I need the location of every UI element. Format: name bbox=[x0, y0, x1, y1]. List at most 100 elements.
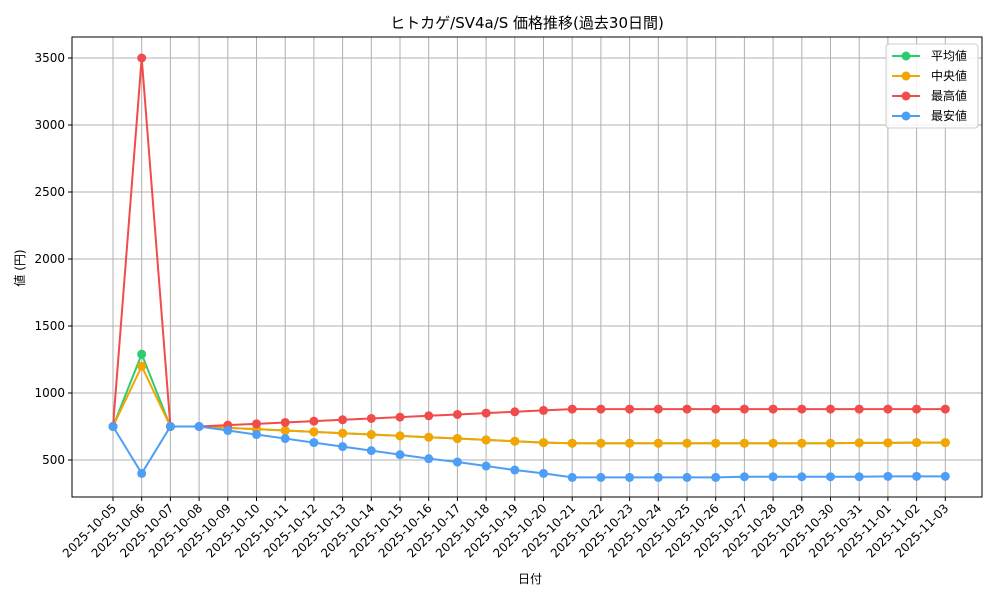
legend-marker bbox=[901, 111, 911, 121]
data-point bbox=[366, 413, 376, 423]
data-point bbox=[395, 431, 405, 441]
data-point bbox=[625, 472, 635, 482]
data-point bbox=[653, 472, 663, 482]
data-point bbox=[481, 461, 491, 471]
data-point bbox=[912, 438, 922, 448]
data-point bbox=[768, 438, 778, 448]
data-point bbox=[711, 472, 721, 482]
data-point bbox=[940, 438, 950, 448]
data-point bbox=[452, 409, 462, 419]
data-point bbox=[309, 438, 319, 448]
data-point bbox=[539, 468, 548, 478]
data-point bbox=[711, 438, 721, 448]
data-point bbox=[510, 465, 520, 475]
series-lines bbox=[108, 53, 950, 482]
data-point bbox=[567, 404, 577, 414]
y-tick-label: 1500 bbox=[34, 319, 65, 333]
data-point bbox=[338, 428, 348, 438]
data-point bbox=[309, 427, 319, 437]
series-1 bbox=[108, 361, 950, 448]
data-point bbox=[452, 434, 462, 444]
legend-label: 平均値 bbox=[931, 48, 967, 63]
data-point bbox=[912, 471, 922, 481]
data-point bbox=[567, 472, 577, 482]
data-point bbox=[395, 450, 405, 460]
data-point bbox=[481, 408, 491, 418]
data-point bbox=[596, 438, 606, 448]
y-axis-label: 値 (円) bbox=[12, 249, 27, 286]
data-point bbox=[682, 472, 692, 482]
data-point bbox=[711, 404, 721, 414]
y-tick-label: 1000 bbox=[34, 386, 65, 400]
data-point bbox=[424, 411, 434, 421]
data-point bbox=[883, 438, 893, 448]
y-tick-label: 3000 bbox=[34, 118, 65, 132]
data-point bbox=[424, 432, 434, 442]
data-point bbox=[854, 438, 864, 448]
data-point bbox=[567, 438, 577, 448]
data-point bbox=[366, 430, 376, 440]
data-point bbox=[883, 404, 893, 414]
data-point bbox=[940, 471, 950, 481]
data-point bbox=[539, 405, 548, 415]
data-point bbox=[223, 426, 233, 436]
y-tick-label: 2500 bbox=[34, 185, 65, 199]
data-point bbox=[137, 361, 147, 371]
plot-frame bbox=[71, 36, 983, 498]
data-point bbox=[309, 416, 319, 426]
data-point bbox=[280, 426, 290, 436]
data-point bbox=[252, 430, 261, 440]
data-point bbox=[137, 349, 147, 359]
data-point bbox=[366, 446, 376, 456]
data-point bbox=[912, 404, 922, 414]
data-point bbox=[424, 454, 434, 464]
data-point bbox=[653, 404, 663, 414]
data-point bbox=[194, 422, 204, 431]
data-point bbox=[596, 472, 606, 482]
data-point bbox=[137, 53, 147, 63]
legend-box bbox=[885, 43, 979, 129]
data-point bbox=[539, 438, 548, 448]
data-point bbox=[739, 438, 749, 448]
data-point bbox=[797, 404, 807, 414]
series-2 bbox=[108, 53, 950, 431]
data-point bbox=[826, 404, 835, 414]
data-point bbox=[625, 438, 635, 448]
data-point bbox=[280, 434, 290, 444]
data-point bbox=[797, 438, 807, 448]
legend-label: 最高値 bbox=[931, 88, 967, 103]
data-point bbox=[395, 412, 405, 422]
data-point bbox=[854, 404, 864, 414]
data-point bbox=[280, 417, 290, 427]
y-tick-label: 2000 bbox=[34, 252, 65, 266]
data-point bbox=[137, 468, 147, 478]
data-point bbox=[940, 404, 950, 414]
data-point bbox=[596, 404, 606, 414]
data-point bbox=[768, 472, 778, 482]
series-line bbox=[112, 425, 946, 479]
data-point bbox=[338, 415, 348, 425]
data-point bbox=[826, 472, 835, 482]
data-point bbox=[338, 442, 348, 452]
data-point bbox=[108, 422, 118, 431]
data-point bbox=[797, 472, 807, 482]
data-point bbox=[739, 404, 749, 414]
series-line bbox=[112, 351, 946, 445]
data-point bbox=[452, 457, 462, 467]
chart-title: ヒトカゲ/SV4a/S 価格推移(過去30日間) bbox=[390, 14, 664, 32]
data-point bbox=[854, 472, 864, 482]
legend-marker bbox=[901, 91, 911, 101]
series-line bbox=[112, 363, 946, 445]
series-line bbox=[112, 57, 946, 428]
data-point bbox=[481, 435, 491, 445]
x-axis-ticks: 2025-10-052025-10-062025-10-072025-10-08… bbox=[60, 497, 951, 560]
y-tick-label: 500 bbox=[42, 453, 65, 467]
y-axis-ticks: 500 1000 1500 2000 2500 3000 3500 bbox=[34, 51, 72, 467]
data-point bbox=[739, 472, 749, 482]
data-point bbox=[768, 404, 778, 414]
legend-label: 中央値 bbox=[931, 68, 967, 83]
data-point bbox=[165, 422, 175, 431]
data-point bbox=[252, 419, 261, 429]
